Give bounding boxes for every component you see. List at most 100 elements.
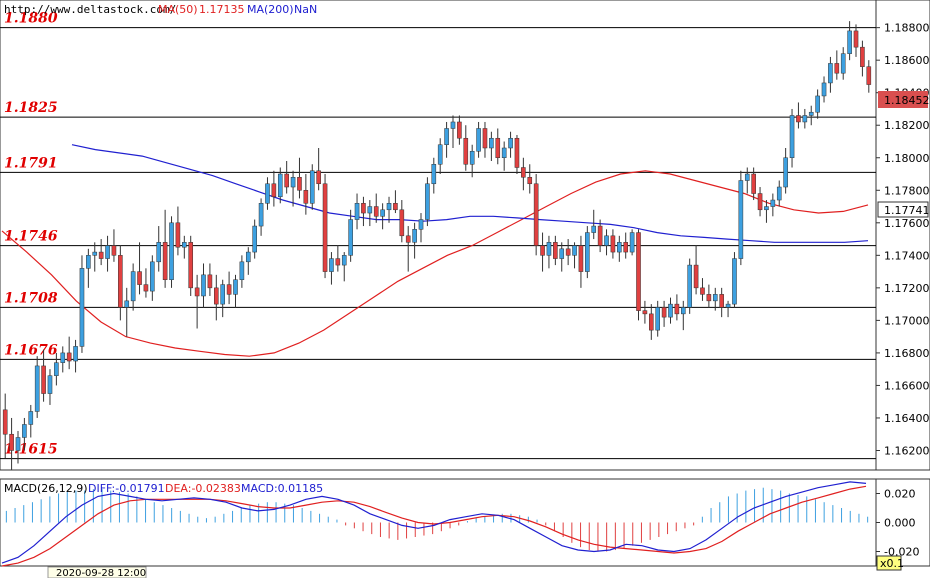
candle [744, 167, 750, 194]
candle-body [623, 242, 629, 253]
candle-body [834, 63, 840, 74]
ma50-value: 1.17135 [199, 3, 245, 16]
candle [623, 232, 629, 259]
candle-body [636, 232, 641, 311]
candle-body [712, 294, 718, 302]
candle-body [341, 255, 347, 266]
candle-body [725, 303, 731, 308]
candle-body [776, 186, 782, 201]
macd-tick-label: 0.020 [884, 488, 916, 501]
candle [712, 287, 718, 311]
ma200-line [71, 144, 869, 243]
candle [828, 56, 833, 93]
candle [169, 216, 174, 288]
candle-body [182, 242, 187, 248]
candle [738, 170, 744, 266]
candle [405, 226, 411, 272]
candle [34, 356, 40, 418]
zoom-badge[interactable] [876, 555, 902, 571]
candle [847, 21, 852, 61]
candle-body [207, 274, 213, 289]
candle [15, 430, 21, 464]
candle [425, 177, 430, 227]
candle [239, 255, 245, 288]
macd-value: MACD:0.01185 [241, 482, 323, 495]
price-tick-label: 1.17800 [884, 184, 930, 197]
macd-dea: DEA:-0.02383 [165, 482, 241, 495]
candle-body [348, 219, 353, 256]
candle [693, 245, 699, 295]
price-tick-label: 1.16800 [884, 347, 930, 360]
candle [380, 203, 385, 230]
candle-body [444, 128, 449, 145]
candle-body [572, 245, 577, 256]
candle [469, 144, 475, 178]
candle [866, 60, 872, 93]
candle [674, 294, 680, 321]
candle-body [2, 409, 8, 435]
candle [808, 105, 814, 126]
candle [150, 255, 155, 301]
candle-body [757, 193, 763, 211]
candle-body [86, 255, 91, 269]
candle-body [847, 30, 852, 54]
candle-body [194, 287, 200, 297]
candle-body [79, 268, 85, 347]
candle-body [604, 235, 609, 246]
candle-body [437, 144, 443, 165]
candle-body [34, 365, 40, 412]
candle-body [840, 53, 846, 74]
price-tick-label: 1.16200 [884, 444, 930, 457]
candle-body [297, 177, 302, 191]
candle [265, 177, 270, 210]
candle [309, 164, 315, 210]
candle-body [271, 183, 277, 198]
candle [725, 300, 731, 318]
candle [41, 349, 46, 402]
candle [322, 174, 328, 279]
candle [258, 198, 264, 236]
price-tick-label: 1.17600 [884, 217, 930, 230]
date-label: 2020-09-28 12:00 [56, 568, 146, 578]
ma200-value: NaN [294, 3, 317, 16]
candle-body [28, 411, 34, 425]
candle [2, 393, 8, 459]
candle [98, 239, 104, 266]
candle-body [277, 173, 283, 198]
candle [354, 193, 360, 230]
candle [418, 213, 424, 243]
price-tick-label: 1.18600 [884, 54, 930, 67]
candle-body [495, 137, 501, 159]
candle-body [252, 225, 257, 253]
candle-body [719, 294, 724, 308]
candle-body [463, 137, 469, 165]
candle-body [802, 115, 808, 123]
candle-body [98, 251, 104, 259]
candle [636, 229, 641, 321]
candle-body [457, 121, 462, 139]
candle [284, 161, 289, 194]
candle [508, 131, 513, 158]
candle-body [105, 245, 110, 259]
candle [578, 235, 584, 288]
candle-body [815, 95, 820, 113]
price-tick-label: 1.18000 [884, 152, 930, 165]
candle [130, 263, 136, 311]
candle [719, 287, 724, 318]
candle-body [796, 115, 801, 123]
candle-body [450, 121, 456, 129]
candle [495, 128, 501, 165]
candle [776, 180, 782, 207]
candle-body [233, 279, 238, 295]
candle-body [265, 183, 270, 204]
candle-body [309, 170, 315, 204]
candle [9, 417, 14, 470]
candle [591, 209, 597, 240]
candle [60, 346, 66, 373]
candle-body [239, 261, 245, 280]
candle [92, 242, 98, 272]
candle-body [137, 271, 142, 285]
candle-body [258, 203, 264, 227]
candle-body [367, 206, 373, 214]
